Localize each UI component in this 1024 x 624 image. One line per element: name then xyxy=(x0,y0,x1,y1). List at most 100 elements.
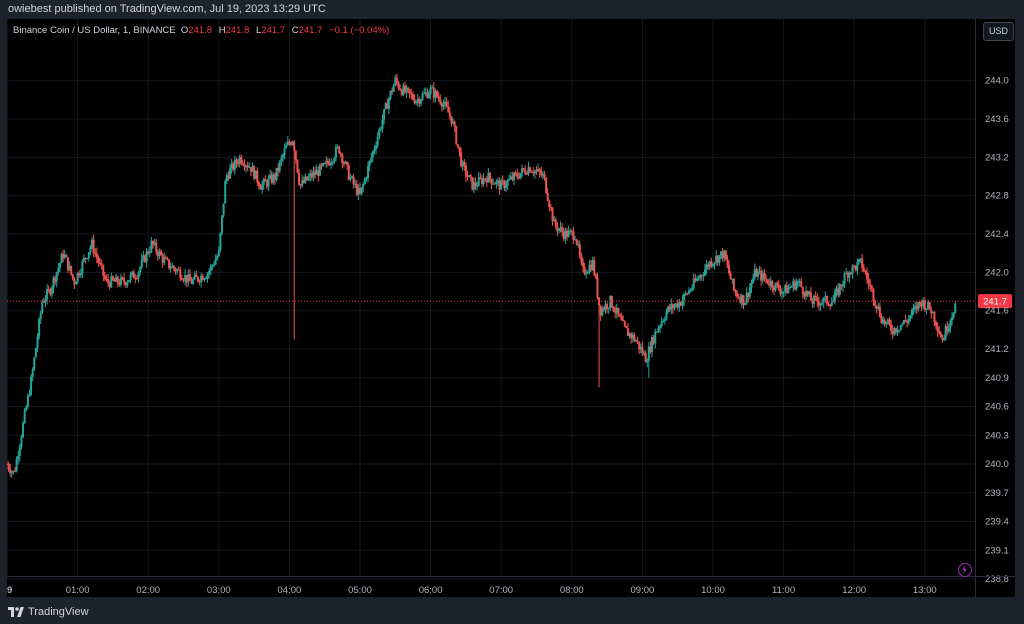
candle-body xyxy=(140,259,143,268)
candle-body xyxy=(30,376,33,395)
candle-body xyxy=(273,174,276,180)
candle-body xyxy=(365,178,368,180)
candle-body xyxy=(336,146,339,148)
candle-body xyxy=(254,170,257,179)
candle-body xyxy=(333,158,336,162)
candle-body xyxy=(575,239,578,245)
candle-body xyxy=(14,470,17,472)
candle-body xyxy=(171,265,174,268)
candle-body xyxy=(886,319,889,322)
candle-body xyxy=(193,274,196,280)
candle-body xyxy=(843,273,846,285)
candle-body xyxy=(808,291,811,295)
candle-body xyxy=(445,101,448,107)
candle-body xyxy=(102,265,105,276)
candle-body xyxy=(378,128,381,137)
candle-body xyxy=(638,341,641,350)
candle-body xyxy=(545,177,548,194)
candle-body xyxy=(479,177,482,179)
candle-body xyxy=(362,183,365,188)
candle-body xyxy=(752,278,755,283)
candle-body xyxy=(95,253,98,259)
candle-body xyxy=(391,90,394,92)
y-tick-label: 243.6 xyxy=(985,114,1009,125)
candle-body xyxy=(60,253,63,264)
legend-close-label: C xyxy=(291,25,299,36)
candle-body xyxy=(119,277,122,286)
candle-body xyxy=(538,169,541,173)
candle-body xyxy=(115,276,118,282)
candle-body xyxy=(649,346,652,352)
lightning-icon[interactable] xyxy=(958,563,972,577)
candle-body xyxy=(177,269,180,271)
candle-body xyxy=(574,239,577,241)
candle-body xyxy=(240,156,243,164)
y-tick-label: 242.0 xyxy=(985,267,1009,278)
candle-body xyxy=(108,282,111,288)
y-tick-label: 240.6 xyxy=(985,402,1009,413)
candle-body xyxy=(444,101,447,105)
footer-brand: TradingView xyxy=(28,606,89,618)
candle-body xyxy=(38,319,41,337)
candle-body xyxy=(155,242,158,252)
candle-body xyxy=(472,182,475,190)
candle-body xyxy=(453,121,456,127)
candle-body xyxy=(601,308,604,316)
candle-body xyxy=(245,165,248,168)
candle-body xyxy=(700,275,703,277)
candle-body xyxy=(720,251,723,256)
y-tick-label: 238.8 xyxy=(985,574,1009,585)
candle-body xyxy=(436,90,439,97)
candle-body xyxy=(728,264,731,274)
candle-body xyxy=(618,314,621,317)
candle-body xyxy=(437,96,440,99)
candle-body xyxy=(564,230,567,239)
candle-body xyxy=(156,251,159,257)
currency-button[interactable]: USD xyxy=(983,22,1014,41)
candle-body xyxy=(604,304,607,311)
candle-body xyxy=(764,278,767,280)
candle-body xyxy=(84,257,87,259)
candle-body xyxy=(359,187,361,194)
candle-body xyxy=(623,321,626,327)
y-tick-label: 239.7 xyxy=(985,488,1009,499)
candle-body xyxy=(731,278,734,280)
candle-body xyxy=(147,251,150,254)
price-axis: 244.0 243.6 243.2 242.8 242.4 242.0 241.6 241.2… xyxy=(975,19,1009,597)
candle-body xyxy=(817,301,820,306)
candle-body xyxy=(325,160,328,164)
chart-frame[interactable]: 241.7 244.0 243.6 243.2 242.8 242.4 242.0 241.… xyxy=(7,19,1015,597)
candle-body xyxy=(426,92,429,98)
candle-body xyxy=(71,274,74,279)
current-price-label: 241.7 xyxy=(983,297,1007,308)
candle-body xyxy=(22,422,25,438)
candle-body xyxy=(230,163,233,169)
candle-body xyxy=(610,296,613,308)
candle-body xyxy=(456,144,459,147)
candle-body xyxy=(113,279,116,282)
candlestick-chart[interactable]: 241.7 244.0 243.6 243.2 242.8 242.4 242.0 241.… xyxy=(7,19,1015,597)
candle-body xyxy=(416,98,419,102)
candle-body xyxy=(702,275,705,277)
candle-body xyxy=(334,147,337,159)
candle-body xyxy=(204,278,207,280)
candle-body xyxy=(185,275,188,283)
candle-body xyxy=(62,253,65,259)
candle-body xyxy=(798,281,801,283)
candle-body xyxy=(410,93,413,95)
candle-body xyxy=(662,320,665,322)
x-tick-label: 08:00 xyxy=(560,585,584,596)
candle-body xyxy=(225,175,228,181)
candle-body xyxy=(203,278,206,281)
legend-change: −0.1 (−0.04%) xyxy=(329,25,390,36)
candle-body xyxy=(617,307,620,315)
candle-body xyxy=(723,250,726,259)
candle-body xyxy=(561,227,564,232)
candle-body xyxy=(880,316,883,324)
candle-body xyxy=(495,180,498,185)
candle-body xyxy=(176,269,179,272)
candle-body xyxy=(405,87,408,93)
candle-body xyxy=(634,340,637,342)
candle-body xyxy=(461,162,464,167)
candle-body xyxy=(331,161,334,163)
